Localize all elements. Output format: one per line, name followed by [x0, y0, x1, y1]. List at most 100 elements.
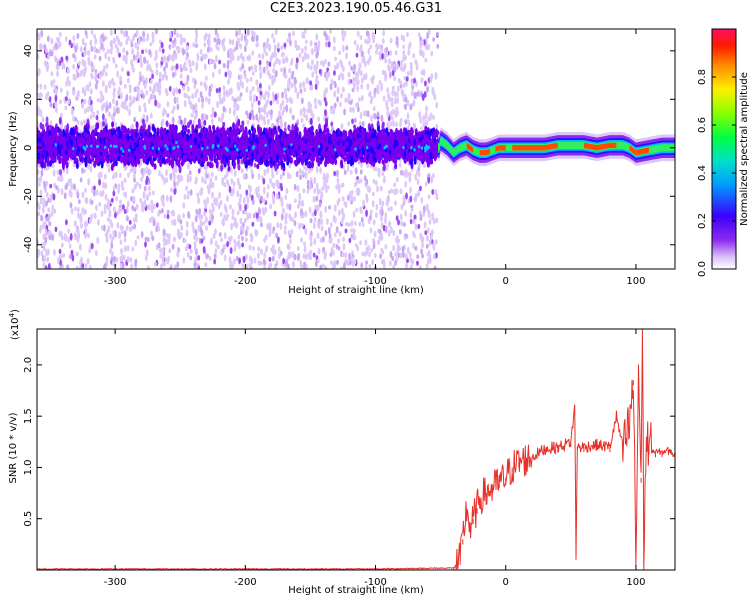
spectrogram-speckle — [169, 31, 172, 38]
spectrogram-speckle — [386, 87, 390, 93]
spectrogram-speckle — [90, 29, 94, 36]
spectrogram-core — [169, 125, 173, 132]
spectrogram-speckle — [372, 106, 376, 112]
spectrogram-speckle — [338, 50, 341, 56]
spectrogram-speckle — [293, 253, 297, 260]
spectrogram-speckle — [335, 226, 339, 234]
spectrogram-speckle — [60, 187, 64, 196]
spectrogram-speckle — [372, 219, 376, 226]
spectrogram-speckle — [130, 42, 134, 48]
spectrogram-speckle — [193, 243, 197, 252]
spectrogram-core — [323, 127, 327, 134]
spectrogram-speckle — [73, 206, 77, 212]
spectrogram-speckle — [406, 31, 409, 38]
spectrogram-speckle — [87, 232, 90, 239]
spectrogram-speckle — [270, 109, 273, 116]
spectrogram-speckle — [318, 68, 322, 75]
spectrogram-speckle — [214, 228, 217, 235]
spectrogram-speckle — [412, 99, 416, 107]
spectrogram-speckle — [89, 99, 93, 106]
spectrogram-speckle — [179, 119, 183, 125]
spectrogram-speckle — [50, 71, 54, 77]
spectrogram-speckle — [121, 254, 124, 262]
spectrogram-speckle — [426, 85, 429, 93]
spectrogram-speckle — [392, 244, 396, 252]
spectrogram-speckle — [337, 238, 341, 244]
spectrogram-speckle — [403, 75, 407, 81]
spectrogram-speckle — [155, 62, 159, 69]
spectrogram-speckle — [187, 95, 191, 100]
spectrogram-speckle — [329, 252, 333, 257]
spectrogram-speckle — [379, 185, 383, 192]
spectrogram-speckle — [323, 89, 327, 97]
spectrogram-speckle — [112, 98, 115, 105]
spectrogram-speckle — [258, 64, 262, 72]
spectrogram-speckle — [303, 245, 307, 253]
spectrogram-speckle — [210, 118, 214, 124]
spectrogram-speckle — [378, 234, 382, 242]
spectrogram-speckle — [295, 62, 299, 70]
spectrogram-speckle — [88, 264, 92, 269]
spectrogram-speckle — [263, 104, 267, 110]
spectrogram-speckle — [396, 63, 399, 70]
spectrogram-speckle — [238, 95, 242, 102]
spectrogram-speckle — [321, 186, 325, 191]
spectrogram-speckle — [266, 69, 270, 76]
spectrogram-speckle — [217, 38, 221, 46]
spectrogram-speckle — [301, 170, 304, 176]
spectrogram-speckle — [414, 245, 418, 251]
spectrogram-speckle — [197, 254, 201, 261]
spectrogram-speckle — [205, 174, 209, 179]
spectrogram-speckle — [171, 109, 175, 115]
spectrogram-speckle — [204, 53, 208, 59]
spectrogram-speckle — [60, 174, 64, 182]
spectrogram-speckle — [221, 218, 225, 224]
spectrogram-speckle — [133, 116, 137, 123]
spectrogram-speckle — [176, 174, 180, 180]
spectrogram-speckle — [258, 113, 262, 120]
spectrogram-speckle — [285, 56, 288, 61]
spectrogram-speckle — [175, 86, 179, 94]
spectrogram-speckle — [406, 70, 410, 76]
spectrogram-speckle — [141, 203, 145, 211]
spectrogram-speckle — [419, 232, 422, 239]
spectrogram-speckle — [401, 245, 405, 253]
spectrogram-speckle — [252, 114, 255, 121]
spectrogram-speckle — [51, 163, 55, 169]
spectrogram-speckle — [344, 228, 348, 234]
spectrogram-speckle — [159, 263, 163, 269]
spectrogram-speckle — [264, 234, 268, 240]
spectrogram-speckle — [150, 230, 153, 237]
spectrogram-speckle — [50, 210, 54, 217]
spectrogram-speckle — [400, 220, 404, 227]
spectrogram-speckle — [121, 261, 125, 269]
spectrogram-speckle — [402, 82, 406, 88]
spectrogram-speckle — [113, 87, 116, 93]
spectrogram-speckle — [286, 202, 290, 210]
spectrogram-speckle — [49, 102, 53, 108]
spectrogram-speckle — [381, 52, 384, 60]
spectrogram-speckle — [344, 201, 348, 209]
spectrogram-speckle — [248, 54, 251, 62]
spectrogram-speckle — [284, 73, 288, 79]
spectrogram-speckle — [50, 80, 53, 87]
spectrogram-speckle — [271, 91, 275, 99]
spectrogram-speckle — [116, 70, 119, 78]
spectrogram-speckle — [364, 38, 367, 44]
spectrogram-speckle — [404, 209, 408, 217]
spectrogram-speckle — [214, 175, 218, 181]
spectrogram-speckle — [58, 31, 62, 38]
spectrogram-speckle — [157, 226, 161, 232]
spectrogram-speckle — [383, 70, 387, 77]
spectrogram-speckle — [114, 171, 118, 179]
spectrogram-speckle — [248, 262, 252, 269]
spectrogram-speckle — [332, 108, 336, 115]
spectrogram-speckle — [218, 232, 222, 237]
spectrogram-speckle — [266, 118, 270, 125]
spectrogram-speckle — [424, 80, 427, 87]
spectrogram-speckle — [108, 211, 112, 218]
spectrogram-speckle — [314, 83, 318, 90]
spectrogram-speckle — [226, 63, 230, 70]
spectrogram-speckle — [240, 36, 244, 42]
spectrogram-speckle — [111, 235, 115, 241]
